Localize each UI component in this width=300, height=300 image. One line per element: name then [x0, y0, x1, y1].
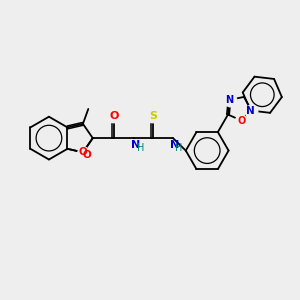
Text: H: H — [175, 143, 183, 154]
Text: H: H — [136, 143, 144, 154]
Text: N: N — [246, 106, 255, 116]
Text: S: S — [149, 112, 157, 122]
Text: O: O — [79, 147, 87, 158]
Text: N: N — [131, 140, 140, 151]
Text: N: N — [225, 95, 234, 105]
Text: O: O — [110, 112, 119, 122]
Text: O: O — [83, 150, 92, 160]
Text: O: O — [237, 116, 245, 125]
Text: N: N — [169, 140, 179, 151]
